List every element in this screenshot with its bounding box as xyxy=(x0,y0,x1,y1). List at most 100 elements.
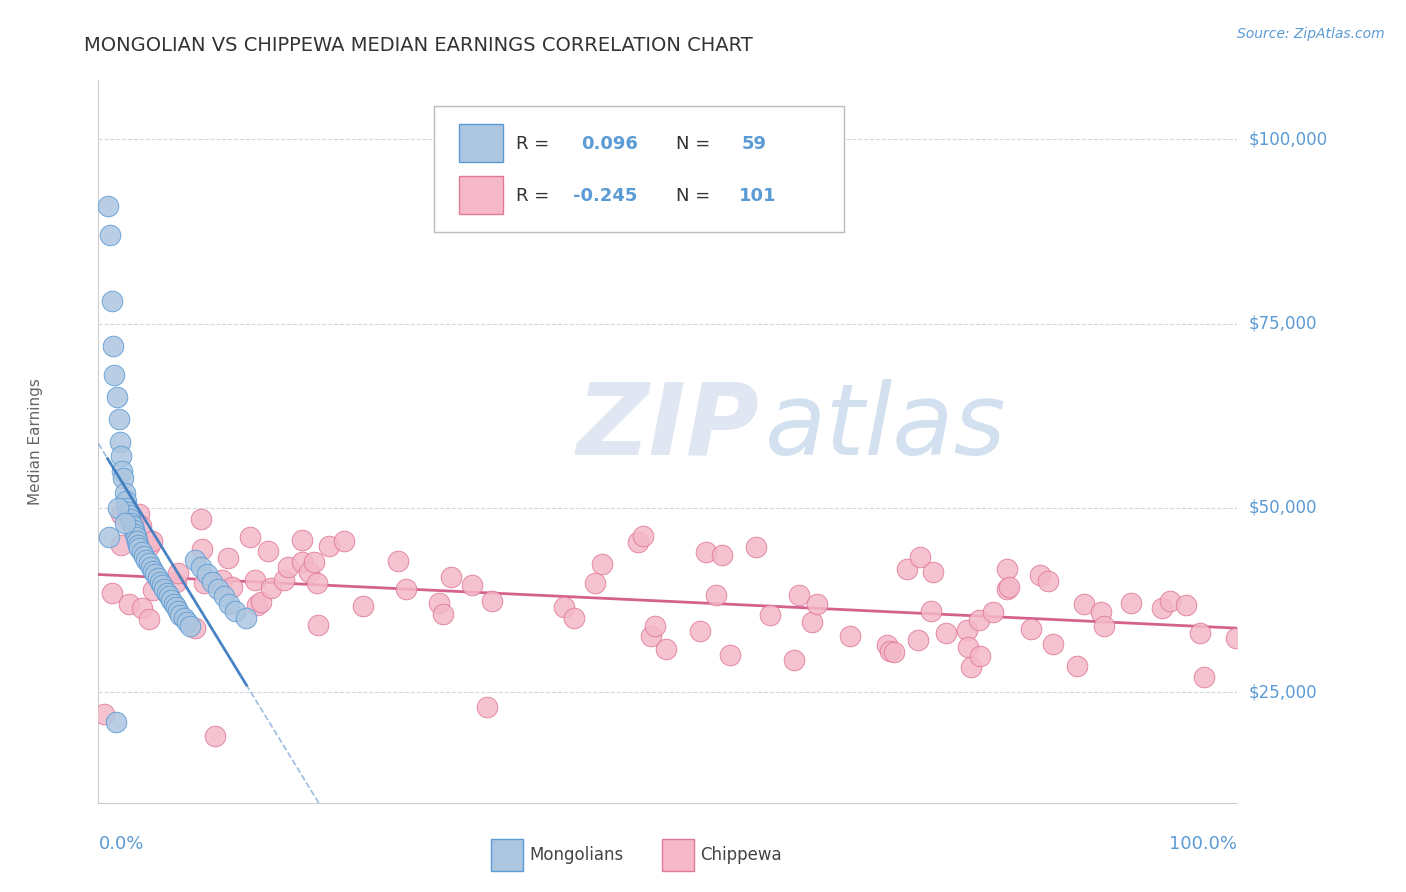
Point xyxy=(995,562,1018,576)
Point xyxy=(122,523,145,537)
Point xyxy=(141,534,163,549)
Point xyxy=(291,555,314,569)
Point xyxy=(121,519,143,533)
Point xyxy=(114,486,136,500)
Point xyxy=(432,607,454,622)
Point xyxy=(1042,637,1064,651)
Point xyxy=(132,549,155,563)
Point xyxy=(876,638,898,652)
Point xyxy=(96,199,118,213)
Point xyxy=(1073,597,1095,611)
Point xyxy=(298,565,321,579)
Point xyxy=(110,450,132,464)
Text: atlas: atlas xyxy=(765,378,1007,475)
Point xyxy=(165,574,187,589)
Point xyxy=(138,556,160,570)
Point xyxy=(108,412,131,426)
Point xyxy=(245,598,267,612)
Text: -0.245: -0.245 xyxy=(574,186,638,204)
Point xyxy=(879,644,901,658)
Point xyxy=(260,582,283,596)
Point xyxy=(956,623,979,637)
Point xyxy=(179,619,201,633)
Point xyxy=(277,559,299,574)
Point xyxy=(111,464,134,478)
Point xyxy=(129,519,152,533)
Text: $100,000: $100,000 xyxy=(1249,130,1327,148)
Point xyxy=(759,607,782,622)
Point xyxy=(125,530,148,544)
Point xyxy=(114,493,136,508)
Point xyxy=(957,640,980,655)
Point xyxy=(481,593,503,607)
Point xyxy=(960,660,983,674)
Point xyxy=(131,601,153,615)
Point xyxy=(238,530,260,544)
Text: 101: 101 xyxy=(738,186,776,204)
Point xyxy=(221,580,243,594)
Point xyxy=(787,588,810,602)
Point xyxy=(93,707,115,722)
Point xyxy=(644,619,666,633)
Text: Median Earnings: Median Earnings xyxy=(28,378,44,505)
Text: N =: N = xyxy=(676,186,716,204)
Point xyxy=(160,593,183,607)
Point xyxy=(115,500,138,515)
Point xyxy=(1119,596,1142,610)
Point xyxy=(191,541,214,556)
Point xyxy=(427,596,450,610)
Point xyxy=(156,585,179,599)
Point xyxy=(100,586,122,600)
Point xyxy=(562,610,585,624)
Text: Mongolians: Mongolians xyxy=(529,846,623,863)
Point xyxy=(1029,567,1052,582)
Point xyxy=(920,604,942,618)
Point xyxy=(718,648,741,662)
Point xyxy=(1194,670,1216,684)
Point xyxy=(138,612,160,626)
Point xyxy=(184,552,207,566)
Point xyxy=(710,548,733,562)
Point xyxy=(142,564,165,578)
Point xyxy=(583,576,606,591)
Point xyxy=(969,649,991,664)
Point xyxy=(744,540,766,554)
Point xyxy=(98,228,121,243)
Point xyxy=(883,645,905,659)
Point xyxy=(908,549,931,564)
Point xyxy=(135,552,157,566)
Point xyxy=(695,545,717,559)
Point xyxy=(273,573,295,587)
Point xyxy=(110,538,132,552)
Point xyxy=(333,533,356,548)
Point xyxy=(112,471,135,485)
Point xyxy=(138,539,160,553)
Text: R =: R = xyxy=(516,135,555,153)
Point xyxy=(257,544,280,558)
Point xyxy=(114,516,136,530)
Point xyxy=(243,573,266,587)
Point xyxy=(235,611,257,625)
Point xyxy=(704,588,727,602)
Text: R =: R = xyxy=(516,186,555,204)
Point xyxy=(935,626,957,640)
Point xyxy=(592,557,614,571)
Point xyxy=(167,604,190,618)
Point xyxy=(120,512,142,526)
FancyBboxPatch shape xyxy=(460,176,503,213)
Point xyxy=(1225,631,1247,645)
Point xyxy=(145,567,167,582)
Point xyxy=(307,618,329,632)
Point xyxy=(128,541,150,556)
Point xyxy=(896,562,918,576)
Point xyxy=(800,615,823,629)
Point xyxy=(1038,574,1060,589)
Point xyxy=(806,597,828,611)
Point xyxy=(142,582,165,597)
Point xyxy=(118,508,141,523)
Point xyxy=(124,526,146,541)
Point xyxy=(157,590,180,604)
Point xyxy=(211,574,233,588)
FancyBboxPatch shape xyxy=(434,105,845,232)
Point xyxy=(218,597,240,611)
